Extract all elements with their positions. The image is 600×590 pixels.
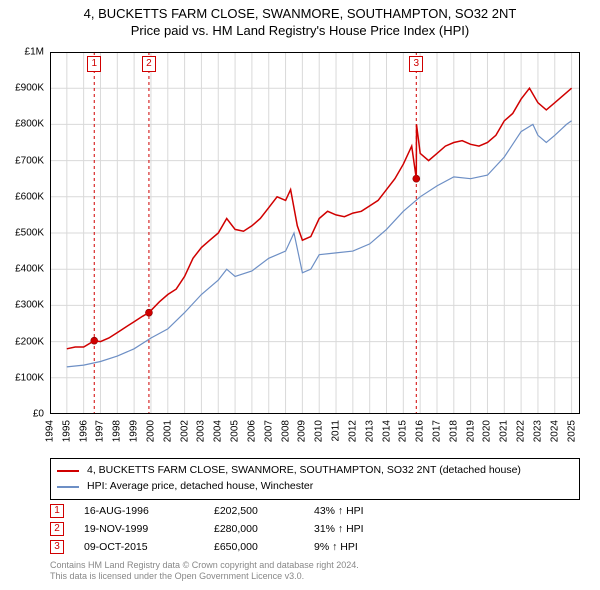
y-tick-label: £0 <box>33 409 44 420</box>
x-tick-label: 1997 <box>95 420 106 442</box>
event-price: £280,000 <box>214 523 294 535</box>
legend-item: HPI: Average price, detached house, Winc… <box>57 479 573 495</box>
footer: Contains HM Land Registry data © Crown c… <box>50 560 359 583</box>
y-tick-label: £1M <box>25 47 44 58</box>
y-tick-label: £400K <box>15 264 44 275</box>
footer-line-1: Contains HM Land Registry data © Crown c… <box>50 560 359 571</box>
title-line-1: 4, BUCKETTS FARM CLOSE, SWANMORE, SOUTHA… <box>0 6 600 23</box>
x-tick-label: 2009 <box>297 420 308 442</box>
title-line-2: Price paid vs. HM Land Registry's House … <box>0 23 600 40</box>
x-tick-label: 1998 <box>112 420 123 442</box>
event-price: £650,000 <box>214 541 294 553</box>
x-axis-labels: 1994199519961997199819992000200120022003… <box>50 416 580 456</box>
event-date: 09-OCT-2015 <box>84 541 194 553</box>
x-tick-label: 2019 <box>465 420 476 442</box>
chart-container: 4, BUCKETTS FARM CLOSE, SWANMORE, SOUTHA… <box>0 0 600 590</box>
event-date: 19-NOV-1999 <box>84 523 194 535</box>
y-tick-label: £600K <box>15 191 44 202</box>
x-tick-label: 1994 <box>45 420 56 442</box>
event-price: £202,500 <box>214 505 294 517</box>
legend-swatch <box>57 486 79 488</box>
x-tick-label: 2011 <box>331 420 342 442</box>
event-pct: 31% ↑ HPI <box>314 523 404 535</box>
x-tick-label: 2000 <box>145 420 156 442</box>
plot-area <box>50 52 580 414</box>
event-pct: 9% ↑ HPI <box>314 541 404 553</box>
event-date: 16-AUG-1996 <box>84 505 194 517</box>
x-tick-label: 2018 <box>448 420 459 442</box>
x-tick-label: 2008 <box>280 420 291 442</box>
x-tick-label: 2004 <box>213 420 224 442</box>
legend-swatch <box>57 470 79 472</box>
plot-svg <box>50 52 580 414</box>
x-tick-label: 2005 <box>230 420 241 442</box>
x-tick-label: 1995 <box>61 420 72 442</box>
y-tick-label: £100K <box>15 372 44 383</box>
x-tick-label: 2003 <box>196 420 207 442</box>
x-tick-label: 2007 <box>263 420 274 442</box>
y-axis-labels: £0£100K£200K£300K£400K£500K£600K£700K£80… <box>0 52 46 414</box>
x-tick-label: 2013 <box>364 420 375 442</box>
x-tick-label: 2024 <box>549 420 560 442</box>
legend-label: 4, BUCKETTS FARM CLOSE, SWANMORE, SOUTHA… <box>87 463 521 479</box>
event-marker-3: 3 <box>409 56 423 72</box>
y-tick-label: £900K <box>15 83 44 94</box>
x-tick-label: 2016 <box>415 420 426 442</box>
x-tick-label: 2022 <box>516 420 527 442</box>
x-tick-label: 2023 <box>532 420 543 442</box>
title-block: 4, BUCKETTS FARM CLOSE, SWANMORE, SOUTHA… <box>0 0 600 40</box>
y-tick-label: £500K <box>15 228 44 239</box>
y-tick-label: £200K <box>15 336 44 347</box>
x-tick-label: 2012 <box>347 420 358 442</box>
footer-line-2: This data is licensed under the Open Gov… <box>50 571 359 582</box>
x-tick-label: 2017 <box>431 420 442 442</box>
x-tick-label: 2010 <box>314 420 325 442</box>
event-number-box: 1 <box>50 504 64 518</box>
legend-item: 4, BUCKETTS FARM CLOSE, SWANMORE, SOUTHA… <box>57 463 573 479</box>
x-tick-label: 2015 <box>398 420 409 442</box>
x-tick-label: 1996 <box>78 420 89 442</box>
x-tick-label: 2025 <box>566 420 577 442</box>
legend-label: HPI: Average price, detached house, Winc… <box>87 479 313 495</box>
event-pct: 43% ↑ HPI <box>314 505 404 517</box>
x-tick-label: 2002 <box>179 420 190 442</box>
event-marker-1: 1 <box>87 56 101 72</box>
event-marker-2: 2 <box>142 56 156 72</box>
y-tick-label: £800K <box>15 119 44 130</box>
event-row: 1 16-AUG-1996 £202,500 43% ↑ HPI <box>50 502 580 520</box>
events-table: 1 16-AUG-1996 £202,500 43% ↑ HPI 2 19-NOV-199… <box>50 502 580 556</box>
x-tick-label: 2021 <box>499 420 510 442</box>
legend: 4, BUCKETTS FARM CLOSE, SWANMORE, SOUTHA… <box>50 458 580 500</box>
event-row: 3 09-OCT-2015 £650,000 9% ↑ HPI <box>50 538 580 556</box>
x-tick-label: 1999 <box>129 420 140 442</box>
y-tick-label: £300K <box>15 300 44 311</box>
x-tick-label: 2014 <box>381 420 392 442</box>
event-row: 2 19-NOV-1999 £280,000 31% ↑ HPI <box>50 520 580 538</box>
y-tick-label: £700K <box>15 155 44 166</box>
event-number-box: 3 <box>50 540 64 554</box>
event-number-box: 2 <box>50 522 64 536</box>
x-tick-label: 2001 <box>162 420 173 442</box>
x-tick-label: 2006 <box>246 420 257 442</box>
x-tick-label: 2020 <box>482 420 493 442</box>
